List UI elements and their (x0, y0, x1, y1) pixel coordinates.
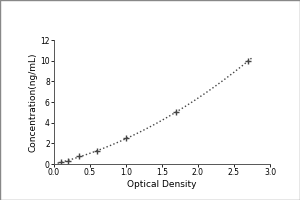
X-axis label: Optical Density: Optical Density (127, 180, 197, 189)
Y-axis label: Concentration(ng/mL): Concentration(ng/mL) (28, 52, 38, 152)
